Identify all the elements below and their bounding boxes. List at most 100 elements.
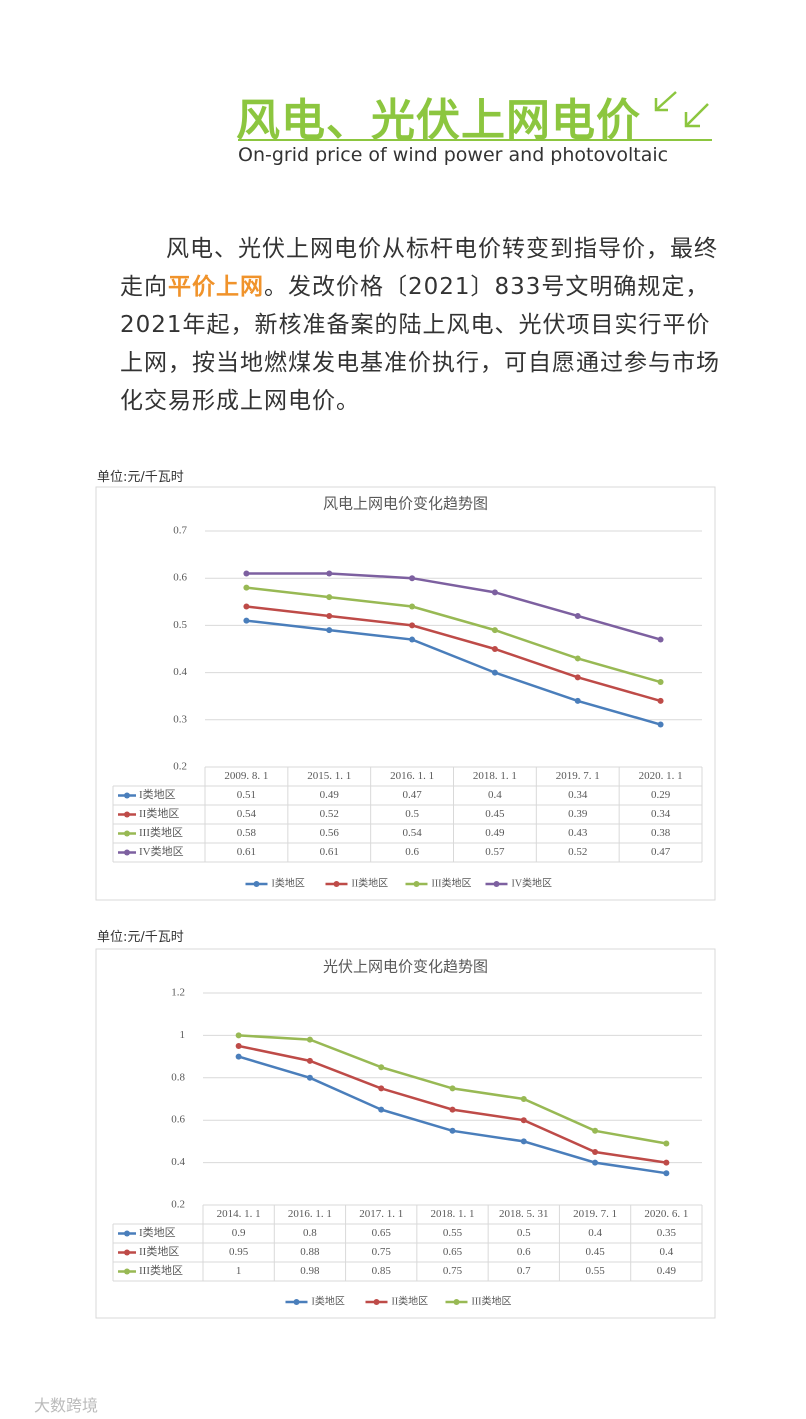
data-point — [657, 679, 664, 686]
data-point — [326, 594, 333, 601]
table-cell: 0.51 — [237, 789, 256, 801]
chart-frame — [95, 486, 716, 901]
y-tick-label: 0.6 — [171, 1114, 185, 1126]
y-tick-label: 0.4 — [171, 1156, 185, 1168]
table-cell: 0.34 — [651, 808, 671, 820]
table-cell: 0.6 — [517, 1246, 531, 1258]
data-point — [520, 1117, 527, 1124]
table-cell: 0.4 — [659, 1246, 673, 1258]
table-cell: 0.6 — [405, 846, 419, 858]
data-point — [326, 612, 333, 619]
table-row-label: III类地区 — [139, 825, 183, 839]
legend-swatch — [124, 811, 130, 818]
data-point — [574, 674, 581, 681]
data-point — [592, 1159, 599, 1166]
table-cell: 0.45 — [485, 808, 505, 820]
data-point — [243, 603, 250, 610]
table-row-label: I类地区 — [139, 1225, 176, 1239]
y-tick-label: 0.2 — [171, 1199, 185, 1211]
y-tick-label: 0.6 — [173, 572, 187, 584]
y-tick-label: 0.4 — [173, 666, 187, 678]
table-row-label: II类地区 — [139, 806, 179, 820]
y-tick-label: 0.7 — [173, 525, 187, 537]
table-cell: 0.85 — [372, 1265, 392, 1277]
table-cell: 0.61 — [320, 846, 339, 858]
series-line — [238, 1055, 667, 1175]
table-cell: 0.47 — [651, 846, 671, 858]
data-point — [491, 589, 498, 596]
table-cell: 0.52 — [320, 808, 339, 820]
data-point — [657, 697, 664, 704]
x-tick-label: 2016. 1. 1 — [390, 770, 434, 782]
table-row-label: IV类地区 — [139, 844, 184, 858]
table-cell: 0.34 — [568, 789, 588, 801]
legend-swatch — [453, 1299, 460, 1305]
table-cell: 0.75 — [372, 1246, 392, 1258]
unit-label: 单位:元/千瓦时 — [97, 470, 184, 485]
x-tick-label: 2020. 1. 1 — [639, 770, 683, 782]
title: 风电、光伏上网电价 — [236, 95, 641, 146]
data-point — [378, 1085, 385, 1092]
table-cell: 0.54 — [402, 827, 422, 839]
table-cell: 0.75 — [443, 1265, 463, 1277]
y-tick-label: 1.2 — [171, 987, 185, 999]
data-point — [326, 570, 333, 577]
data-point — [409, 622, 416, 629]
table-cell: 0.49 — [485, 827, 505, 839]
data-point — [378, 1064, 385, 1071]
table-cell: 0.54 — [237, 808, 257, 820]
legend-swatch — [124, 830, 130, 837]
data-point — [663, 1159, 670, 1166]
table-cell: 0.39 — [568, 808, 588, 820]
x-tick-label: 2020. 6. 1 — [644, 1208, 688, 1220]
data-point — [378, 1106, 385, 1113]
data-point — [592, 1149, 599, 1155]
data-point — [306, 1036, 313, 1043]
table-cell: 0.5 — [517, 1227, 531, 1239]
table-cell: 0.52 — [568, 846, 587, 858]
legend-swatch — [493, 881, 500, 887]
table-cell: 0.47 — [402, 789, 422, 801]
x-tick-label: 2018. 1. 1 — [473, 770, 517, 782]
table-cell: 0.49 — [320, 789, 340, 801]
table-cell: 0.9 — [232, 1227, 246, 1239]
legend-swatch — [373, 1299, 380, 1305]
table-cell: 0.95 — [229, 1246, 249, 1258]
table-cell: 0.55 — [443, 1227, 463, 1239]
table-cell: 0.55 — [585, 1265, 605, 1277]
x-tick-label: 2016. 1. 1 — [288, 1208, 332, 1220]
table-cell: 0.98 — [300, 1265, 320, 1277]
table-cell: 1 — [236, 1265, 242, 1277]
text: 风电、光伏上网电价从标杆电价转变到指导价，最终走向 — [120, 236, 718, 300]
subtitle: On-grid price of wind power and photovol… — [238, 144, 669, 166]
data-point — [663, 1140, 670, 1147]
data-point — [657, 721, 664, 728]
data-point — [574, 655, 581, 662]
data-point — [449, 1085, 456, 1092]
data-point — [520, 1096, 527, 1102]
table-cell: 0.88 — [300, 1246, 320, 1258]
series-line — [246, 619, 661, 726]
legend-label: II类地区 — [352, 876, 389, 889]
y-tick-label: 0.5 — [173, 619, 187, 631]
legend-swatch — [124, 1268, 130, 1275]
legend-swatch — [124, 1249, 130, 1256]
legend-label: III类地区 — [472, 1294, 512, 1307]
data-point — [657, 636, 664, 643]
y-tick-label: 0.3 — [173, 713, 187, 725]
data-point — [409, 636, 416, 643]
legend-label: IV类地区 — [512, 876, 553, 889]
x-tick-label: 2014. 1. 1 — [217, 1208, 261, 1220]
x-tick-label: 2009. 8. 1 — [224, 770, 268, 782]
legend-swatch — [333, 881, 340, 887]
series-line — [246, 586, 661, 684]
data-point — [243, 584, 250, 591]
y-tick-label: 0.8 — [171, 1071, 185, 1083]
series-line — [238, 1044, 667, 1164]
table-cell: 0.57 — [485, 846, 505, 858]
paragraph: 风电、光伏上网电价从标杆电价转变到指导价，最终走向平价上网。发改价格〔2021〕… — [120, 230, 720, 420]
data-point — [491, 627, 498, 634]
legend-swatch — [293, 1299, 300, 1305]
